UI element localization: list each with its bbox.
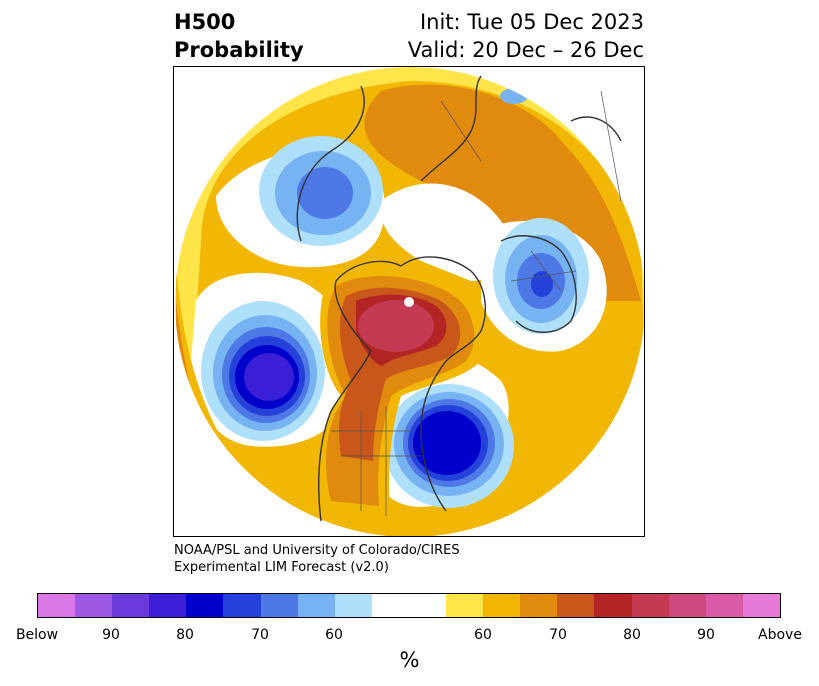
political-borders: [331, 90, 622, 516]
below-75-bering: [297, 167, 353, 219]
below-80-ena: [413, 411, 481, 475]
map-title: H500 Probability: [174, 8, 304, 64]
above-85-arctic-canada: [358, 300, 434, 352]
colorbar-segment: [408, 594, 447, 617]
colorbar-segment: [483, 594, 521, 617]
colorbar-segment: [705, 594, 743, 617]
below-85-pacific: [244, 353, 294, 401]
colorbar-segment: [149, 594, 187, 617]
colorbar-segment: [631, 594, 669, 617]
title-variable: H500: [174, 10, 236, 34]
map-validity: Init: Tue 05 Dec 2023 Valid: 20 Dec – 26…: [408, 8, 644, 64]
valid-range: Valid: 20 Dec – 26 Dec: [407, 38, 644, 62]
colorbar-segment: [557, 594, 595, 617]
init-date: Init: Tue 05 Dec 2023: [419, 10, 644, 34]
colorbar-segment: [520, 594, 558, 617]
tick-label: 60: [325, 627, 343, 643]
tick-label: Below: [15, 627, 59, 643]
tick-label: 60: [474, 627, 492, 643]
colorbar-segment: [260, 594, 298, 617]
above-80-atlantic: [566, 491, 644, 536]
tick-label: 80: [623, 627, 641, 643]
colorbar-segment: [668, 594, 706, 617]
colorbar-segment: [38, 594, 76, 617]
colorbar-segment: [446, 594, 484, 617]
colorbar: [37, 593, 781, 618]
neutral-greenland: [380, 183, 510, 281]
tick-label: 80: [176, 627, 194, 643]
colorbar-segment: [223, 594, 261, 617]
colorbar-segment: [186, 594, 224, 617]
below-siberia-spot: [500, 88, 528, 104]
probability-map: [173, 66, 645, 537]
colorbar-segment: [334, 594, 372, 617]
tick-label: 90: [697, 627, 715, 643]
colorbar-segment: [594, 594, 632, 617]
credit-line-1: NOAA/PSL and University of Colorado/CIRE…: [174, 543, 460, 558]
colorbar-segment: [371, 594, 409, 617]
colorbar-ticks: Below 90 80 70 60 60 70 80 90 Above: [0, 627, 819, 647]
north-pole-marker: [404, 297, 414, 307]
colorbar-segment: [75, 594, 113, 617]
credit-text: NOAA/PSL and University of Colorado/CIRE…: [174, 542, 460, 576]
tick-label: Above: [758, 627, 802, 643]
below-75-europe: [531, 271, 553, 297]
credit-line-2: Experimental LIM Forecast (v2.0): [174, 560, 389, 575]
tick-label: 70: [251, 627, 269, 643]
polar-map-svg: [175, 67, 644, 536]
colorbar-segment: [297, 594, 335, 617]
colorbar-unit: %: [399, 648, 420, 672]
coastlines: [296, 75, 622, 522]
colorbar-segment: [742, 594, 780, 617]
title-product: Probability: [174, 38, 304, 62]
colorbar-segment: [112, 594, 150, 617]
tick-label: 90: [102, 627, 120, 643]
tick-label: 70: [549, 627, 567, 643]
